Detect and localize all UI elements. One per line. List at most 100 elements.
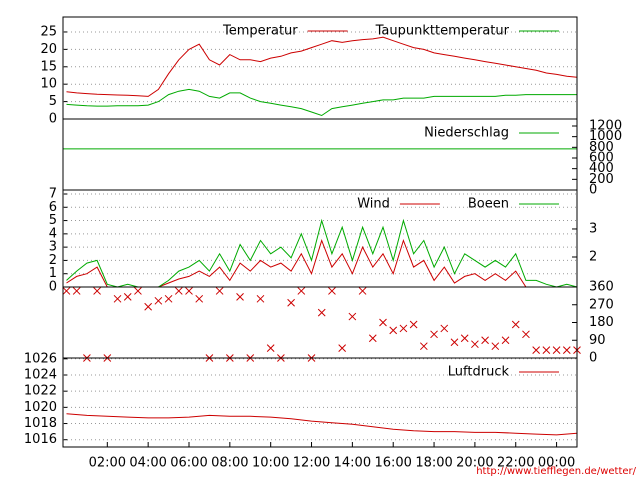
y-tick-label: 2 <box>49 253 57 268</box>
x-tick-label: 04:00 <box>129 456 166 471</box>
y-tick-label: 1022 <box>24 384 57 399</box>
x-tick-label: 20:00 <box>456 456 493 471</box>
scatter-point <box>440 324 449 333</box>
y2-tick-label: 800 <box>589 140 614 155</box>
scatter-point <box>511 320 520 329</box>
scatter-point <box>399 324 408 333</box>
y-tick-label: 0 <box>49 112 57 127</box>
y-tick-label: 7 <box>49 186 57 201</box>
y-tick-label: 10 <box>40 77 57 92</box>
y2-tick-label: 3 <box>589 221 597 236</box>
scatter-point <box>368 334 377 343</box>
scatter-point <box>164 294 173 303</box>
scatter-point <box>72 287 81 295</box>
y2-tick-label: 200 <box>589 172 614 187</box>
y2-tick-label: 1200 <box>589 118 622 133</box>
legend-label: Boeen <box>468 197 509 212</box>
scatter-point <box>93 287 101 295</box>
y2-tick-label: 1000 <box>589 129 622 144</box>
series-line <box>66 413 578 436</box>
x-tick-label: 22:00 <box>497 456 534 471</box>
series-line <box>66 36 578 97</box>
x-tick-label: 10:00 <box>252 456 289 471</box>
scatter-point <box>450 338 459 347</box>
scatter-point <box>481 336 489 345</box>
x-tick-label: 00:00 <box>538 456 575 471</box>
legend-label: Wind <box>357 197 390 212</box>
legend-label: Taupunkttemperatur <box>375 24 510 39</box>
x-tick-label: 16:00 <box>374 456 411 471</box>
y-tick-label: 4 <box>49 226 57 241</box>
scatter-point <box>338 344 347 352</box>
legend-label: Temperatur <box>222 24 298 39</box>
x-tick-label: 14:00 <box>334 456 371 471</box>
y2-tick-label: 0 <box>589 183 597 198</box>
scatter-point <box>144 302 153 311</box>
panel-frame <box>62 286 578 359</box>
y2-tick-label: 360 <box>589 280 614 295</box>
y2-tick-label: 400 <box>589 161 614 176</box>
y-tick-label: 20 <box>40 42 57 57</box>
y2-tick-label: 270 <box>589 297 614 312</box>
y-tick-label: 1018 <box>24 416 57 431</box>
scatter-point <box>215 287 224 295</box>
scatter-point <box>532 346 541 354</box>
x-tick-label: 02:00 <box>89 456 126 471</box>
scatter-point <box>113 294 122 303</box>
y-tick-label: 6 <box>49 200 57 215</box>
scatter-point <box>491 342 500 351</box>
y2-tick-label: 600 <box>589 150 614 165</box>
x-tick-label: 06:00 <box>170 456 207 471</box>
y-tick-label: 1020 <box>24 400 57 415</box>
scatter-point <box>562 346 571 354</box>
x-tick-label: 08:00 <box>211 456 248 471</box>
footer-url: http://www.tiefflegen.de/wetter/ <box>476 466 636 477</box>
scatter-point <box>389 326 398 335</box>
scatter-point <box>419 342 428 351</box>
scatter-point <box>471 340 479 349</box>
scatter-point <box>195 294 204 303</box>
scatter-point <box>236 293 244 301</box>
scatter-point <box>174 287 183 295</box>
y-tick-label: 15 <box>40 59 57 74</box>
scatter-point <box>460 334 469 343</box>
y-tick-label: 1016 <box>24 432 57 447</box>
scatter-point <box>501 336 510 345</box>
scatter-point <box>552 346 561 354</box>
y-tick-label: 25 <box>40 24 57 39</box>
scatter-point <box>358 287 367 295</box>
scatter-point <box>409 320 418 329</box>
scatter-point <box>62 287 71 295</box>
y-tick-label: 5 <box>49 94 57 109</box>
scatter-point <box>154 296 163 305</box>
panel-frame <box>62 357 578 448</box>
y-tick-label: 0 <box>49 280 57 295</box>
scatter-point <box>266 344 275 352</box>
scatter-point <box>134 287 142 295</box>
y-tick-label: 1024 <box>24 367 57 382</box>
y-tick-label: 3 <box>49 240 57 255</box>
y-tick-label: 1 <box>49 266 57 281</box>
series-line <box>66 88 577 117</box>
scatter-point <box>430 330 438 339</box>
x-tick-label: 18:00 <box>415 456 452 471</box>
scatter-point <box>522 330 530 339</box>
scatter-point <box>317 308 326 317</box>
scatter-point <box>256 294 265 303</box>
legend-label: Niederschlag <box>424 126 509 141</box>
y-tick-label: 5 <box>49 213 57 228</box>
x-tick-label: 12:00 <box>293 456 330 471</box>
scatter-point <box>348 312 357 321</box>
y-tick-label: 1026 <box>24 351 57 366</box>
scatter-point <box>542 346 551 354</box>
y2-tick-label: 180 <box>589 315 614 330</box>
scatter-point <box>297 287 306 295</box>
scatter-point <box>328 287 336 295</box>
scatter-point <box>287 298 295 307</box>
y2-tick-label: 90 <box>589 333 606 348</box>
y2-tick-label: 2 <box>589 250 597 265</box>
scatter-point <box>123 293 132 301</box>
scatter-point <box>185 287 193 295</box>
y2-tick-label: 0 <box>589 351 597 366</box>
